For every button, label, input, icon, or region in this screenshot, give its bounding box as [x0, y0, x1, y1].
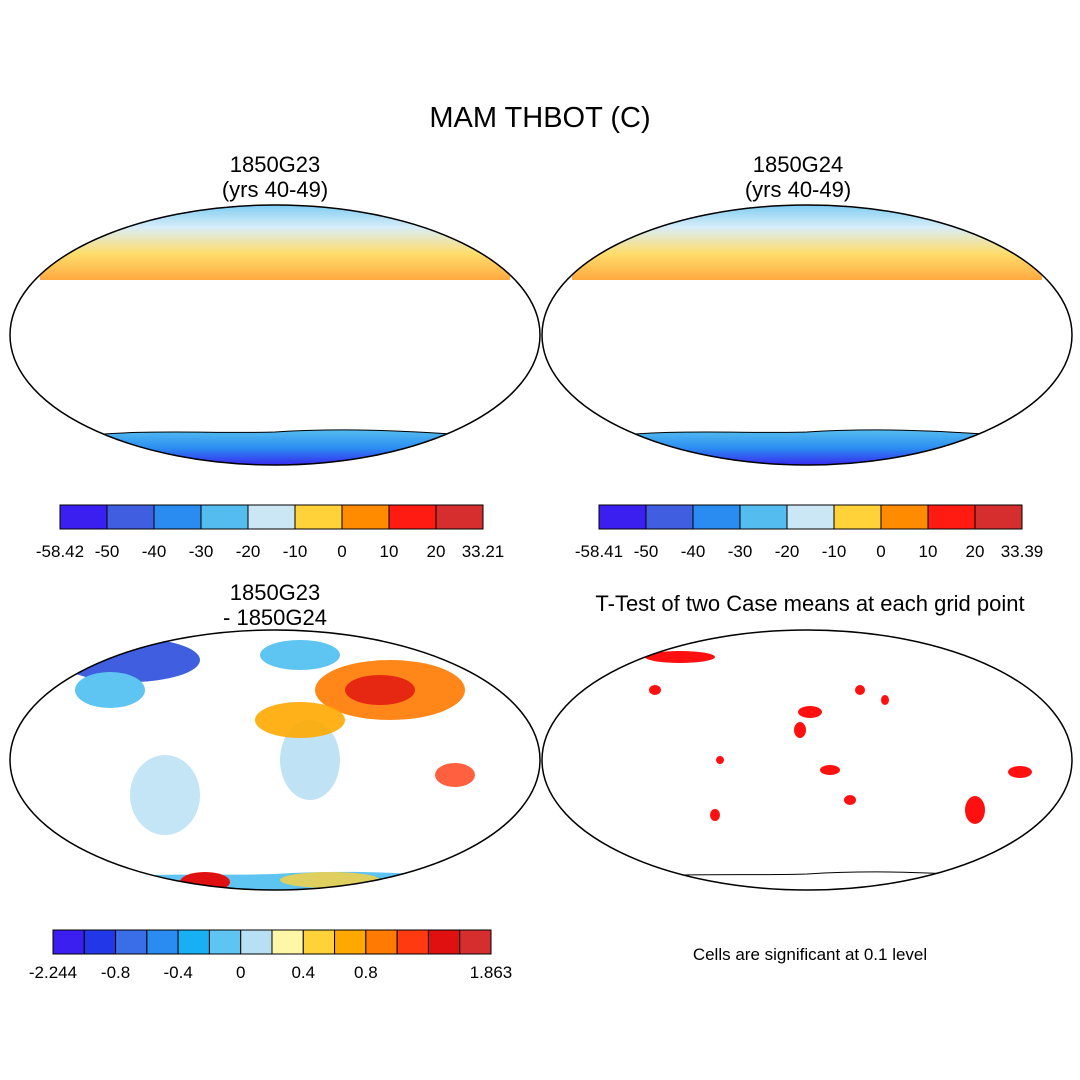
colorbar-swatch: [365, 929, 398, 955]
colorbar-swatch: [106, 504, 155, 530]
colorbar-swatch: [974, 504, 1023, 530]
colorbar-swatch: [427, 929, 461, 955]
panel-3-title: 1850G23 - 1850G24: [140, 580, 410, 630]
colorbar-swatch: [177, 929, 210, 955]
significant-cells: [645, 651, 1032, 883]
colorbar-swatch: [739, 504, 788, 530]
colorbar-label: 10: [919, 542, 938, 561]
colorbar-label: -10: [822, 542, 847, 561]
panel-3-title-line2: - 1850G24: [223, 605, 327, 630]
colorbar-label: -0.4: [163, 963, 192, 982]
colorbar-swatch: [115, 929, 148, 955]
colorbar-swatch: [271, 929, 304, 955]
map-panel-4: [541, 629, 1073, 891]
colorbar-label: 0: [236, 963, 245, 982]
panel-1-title: 1850G23 (yrs 40-49): [140, 152, 410, 202]
map-4-boundary: [541, 629, 1073, 891]
colorbar-label: -50: [634, 542, 659, 561]
colorbar-label: -2.244: [29, 963, 77, 982]
colorbar-label: -58.41: [575, 542, 623, 561]
colorbar-panel-3: -2.244 -0.8 -0.4 0 0.4 0.8 1.863: [29, 929, 513, 982]
map-panel-2: [541, 204, 1073, 466]
colorbar-label: 33.21: [462, 542, 505, 561]
colorbar-panel-2: -58.41 -50 -40 -30 -20 -10 0 10 20 33.39: [575, 504, 1044, 561]
colorbar-label: 0.8: [354, 963, 378, 982]
colorbar-swatch: [200, 504, 249, 530]
panel-2-title-line1: 1850G24: [752, 152, 844, 177]
colorbar-swatch: [459, 929, 492, 955]
colorbar-swatch: [294, 504, 343, 530]
panel-4-title: T-Test of two Case means at each grid po…: [595, 591, 1025, 616]
colorbar-swatch: [146, 929, 179, 955]
colorbar-swatch: [692, 504, 741, 530]
colorbar-swatch: [302, 929, 336, 955]
colorbar-swatch: [83, 929, 117, 955]
colorbar-swatch: [927, 504, 976, 530]
map-panel-1: [9, 204, 541, 466]
north-cold-overlay: [40, 205, 510, 280]
colorbar-swatch: [786, 504, 835, 530]
colorbar-label: 20: [427, 542, 446, 561]
panel-3-title-line1: 1850G23: [229, 580, 321, 605]
colorbar-swatch: [396, 929, 429, 955]
colorbar-label: -40: [142, 542, 167, 561]
map-2-boundary: [541, 204, 1073, 466]
colorbar-label: 0.4: [291, 963, 315, 982]
map-3-boundary: [9, 629, 541, 891]
colorbar-label: 1.863: [470, 963, 513, 982]
colorbar-label: -20: [236, 542, 261, 561]
colorbar-swatch: [334, 929, 367, 955]
colorbar-swatch: [645, 504, 694, 530]
panel-2-title: 1850G24 (yrs 40-49): [663, 152, 933, 202]
colorbar-label: -30: [728, 542, 753, 561]
colorbar-swatch: [388, 504, 437, 530]
panel-1-title-line1: 1850G23: [229, 152, 321, 177]
colorbar-swatch: [833, 504, 882, 530]
figure-title: MAM THBOT (C): [429, 102, 651, 134]
panel-2-title-line2: (yrs 40-49): [744, 177, 852, 202]
colorbar-label: -50: [95, 542, 120, 561]
significance-note: Cells are significant at 0.1 level: [692, 945, 928, 964]
colorbar-label: 0: [876, 542, 885, 561]
colorbar-label: 10: [380, 542, 399, 561]
difference-patches: [60, 638, 480, 890]
colorbar-swatch: [208, 929, 242, 955]
colorbar-swatch: [341, 504, 390, 530]
map-panel-3: [9, 629, 541, 891]
panel-1-title-line2: (yrs 40-49): [221, 177, 329, 202]
colorbar-label: 0: [337, 542, 346, 561]
colorbar-label: -20: [775, 542, 800, 561]
colorbar-swatch: [247, 504, 296, 530]
colorbar-swatch: [598, 504, 647, 530]
colorbar-label: -58.42: [36, 542, 84, 561]
north-cold-overlay: [572, 205, 1042, 280]
colorbar-label: 20: [966, 542, 985, 561]
colorbar-panel-1: -58.42 -50 -40 -30 -20 -10 0 10 20 33.21: [36, 504, 505, 561]
map-1-boundary: [9, 204, 541, 466]
colorbar-swatch: [153, 504, 202, 530]
colorbar-label: -40: [681, 542, 706, 561]
colorbar-swatch: [52, 929, 85, 955]
colorbar-label: -30: [189, 542, 214, 561]
colorbar-swatch: [240, 929, 273, 955]
colorbar-swatch: [59, 504, 108, 530]
colorbar-label: 33.39: [1001, 542, 1044, 561]
colorbar-label: -0.8: [101, 963, 130, 982]
colorbar-label: -10: [283, 542, 308, 561]
colorbar-swatch: [435, 504, 484, 530]
colorbar-swatch: [880, 504, 929, 530]
